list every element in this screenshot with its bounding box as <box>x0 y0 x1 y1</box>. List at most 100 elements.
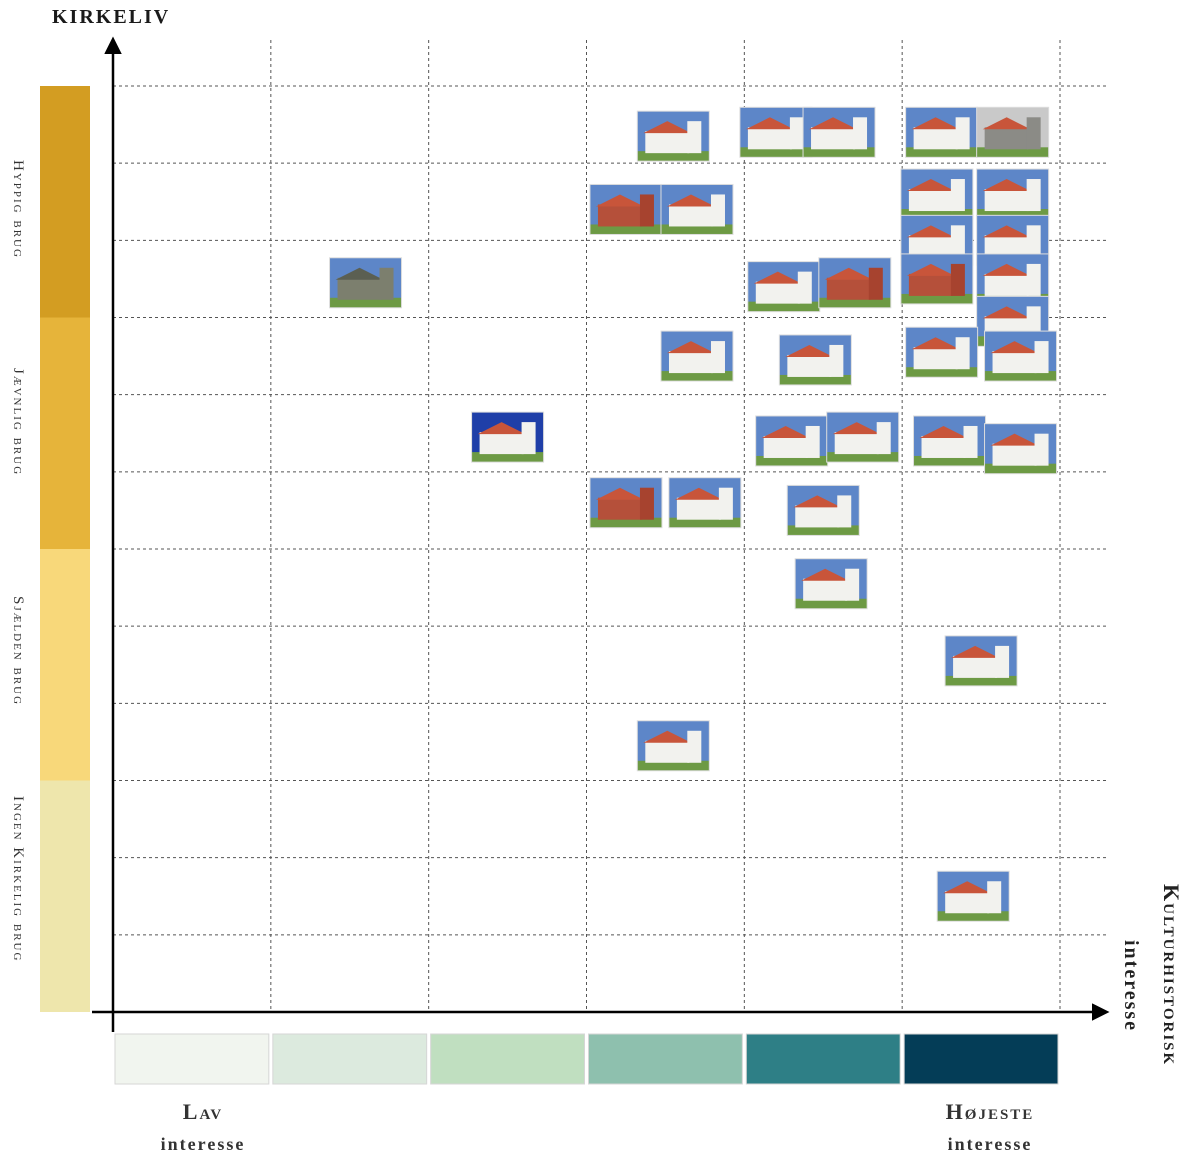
axes <box>92 36 1110 1032</box>
photo-roof <box>982 306 1031 319</box>
photo-grass <box>984 463 1057 474</box>
band-label-jaevnlig: Jævnlig brug <box>10 368 26 477</box>
photo-roof <box>801 568 850 581</box>
photo-frame <box>984 330 1058 382</box>
photo-roof <box>906 263 955 276</box>
church-photo-4 <box>976 106 1050 158</box>
photo-tower <box>1026 306 1041 339</box>
photo-nave <box>676 497 721 520</box>
photo-nave <box>913 127 958 150</box>
x-label-high: Højeste interesse <box>900 1096 1080 1160</box>
photo-nave <box>597 497 642 520</box>
photo-roof <box>982 179 1031 192</box>
photo-roof <box>824 267 873 280</box>
photo-roof <box>943 881 992 894</box>
photo-frame <box>778 334 852 386</box>
photo-grass <box>826 452 899 463</box>
photo-roof <box>982 263 1031 276</box>
photo-grass <box>787 525 860 536</box>
photo-roof <box>785 344 834 357</box>
photo-tower <box>789 117 804 150</box>
church-photo-25 <box>984 423 1058 475</box>
photo-frame <box>818 257 892 309</box>
x-scale-box-2 <box>430 1033 585 1085</box>
photo-frame <box>668 477 742 529</box>
church-photo-31 <box>636 720 710 772</box>
photo-grass <box>668 517 741 528</box>
photo-frame <box>636 110 710 162</box>
church-photo-21 <box>471 411 545 463</box>
church-photo-6 <box>660 183 734 235</box>
x-scale-box-3 <box>588 1033 743 1085</box>
x-label-low-line2: interesse <box>160 1134 246 1154</box>
band-label-sjaelden: Sjælden brug <box>10 596 26 707</box>
photo-tower <box>950 225 965 258</box>
photo-roof <box>335 267 384 280</box>
photo-tower <box>687 730 702 763</box>
photo-grass <box>976 147 1049 158</box>
photo-tower <box>521 422 536 455</box>
photo-grass <box>329 297 402 308</box>
photo-tower <box>853 117 868 150</box>
photo-roof <box>595 487 644 500</box>
photo-tower <box>845 568 860 601</box>
photo-frame <box>984 423 1058 475</box>
photo-grass <box>747 301 820 312</box>
photo-tower <box>995 645 1010 678</box>
photo-frame <box>660 330 734 382</box>
photo-roof <box>643 730 692 743</box>
photo-roof <box>982 225 1031 238</box>
photo-grass <box>900 209 973 220</box>
photo-grass <box>905 367 978 378</box>
photo-tower <box>955 337 970 370</box>
photo-roof <box>951 645 1000 658</box>
y-band-3 <box>40 780 90 1012</box>
church-photo-7 <box>900 168 974 220</box>
photo-nave <box>668 204 713 227</box>
photo-roof <box>832 422 881 435</box>
photo-grass <box>739 147 812 158</box>
photo-tower <box>805 425 820 458</box>
photo-tower <box>797 271 812 304</box>
photo-tower <box>639 487 654 520</box>
photo-frame <box>936 870 1010 922</box>
church-photo-12 <box>747 261 821 313</box>
photo-frame <box>900 253 974 305</box>
photo-tower <box>1026 263 1041 296</box>
church-photo-28 <box>786 484 860 536</box>
photo-roof <box>809 117 858 130</box>
church-photo-14 <box>900 253 974 305</box>
photo-frame <box>905 326 979 378</box>
photo-frame <box>660 183 734 235</box>
photo-frame <box>826 411 900 463</box>
photo-grass <box>779 374 852 385</box>
photo-nave <box>913 347 958 370</box>
church-photo-1 <box>739 106 813 158</box>
photo-grass <box>803 147 876 158</box>
photo-nave <box>984 189 1029 212</box>
photo-nave <box>803 578 848 601</box>
church-photo-13 <box>818 257 892 309</box>
photo-tower <box>950 179 965 212</box>
photo-grass <box>937 911 1010 922</box>
photo-tower <box>955 117 970 150</box>
photo-nave <box>992 351 1037 374</box>
photo-roof <box>990 433 1039 446</box>
photo-nave <box>992 443 1037 466</box>
band-label-hyppig: Hyppig brug <box>10 160 26 259</box>
photo-nave <box>479 432 524 455</box>
photo-tower <box>718 487 733 520</box>
photo-frame <box>786 484 860 536</box>
photo-nave <box>984 273 1029 296</box>
photo-tower <box>1034 433 1049 466</box>
photo-grass <box>905 147 978 158</box>
photo-nave <box>908 235 953 258</box>
photo-grass <box>976 209 1049 220</box>
photo-nave <box>645 740 690 763</box>
church-photo-20 <box>984 330 1058 382</box>
x-scale-box-4 <box>745 1033 901 1085</box>
church-photo-points <box>329 106 1058 922</box>
photo-tower <box>687 121 702 154</box>
photo-nave <box>945 891 990 914</box>
